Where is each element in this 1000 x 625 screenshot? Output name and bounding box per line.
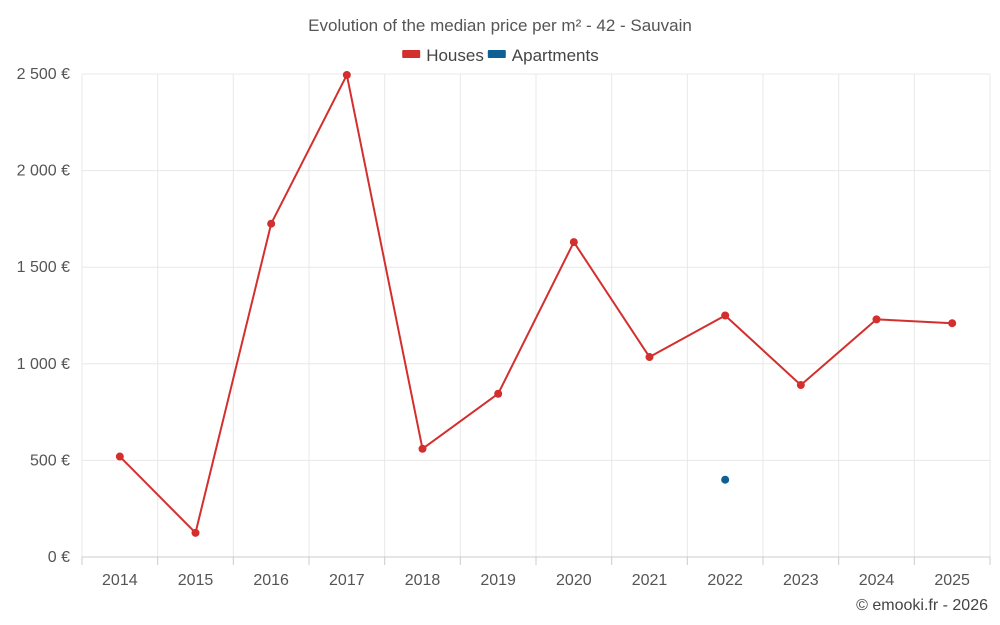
x-tick-label: 2017 — [329, 572, 365, 589]
data-point — [721, 475, 730, 484]
legend-swatch — [402, 50, 421, 58]
x-tick-label: 2023 — [783, 572, 819, 589]
y-tick-label: 1 000 € — [17, 356, 70, 373]
legend-label: Apartments — [512, 46, 599, 65]
data-point — [267, 219, 276, 228]
x-tick-label: 2021 — [632, 572, 668, 589]
y-tick-label: 500 € — [30, 452, 70, 469]
data-point — [721, 311, 730, 320]
data-point — [494, 389, 503, 398]
y-tick-label: 0 € — [48, 549, 70, 566]
x-tick-label: 2015 — [178, 572, 214, 589]
data-point — [418, 444, 427, 453]
y-tick-label: 2 000 € — [17, 163, 70, 180]
legend-item-apartments: Apartments — [487, 46, 599, 65]
y-tick-label: 1 500 € — [17, 259, 70, 276]
chart-legend: Houses Apartments — [402, 46, 599, 65]
x-tick-label: 2024 — [859, 572, 895, 589]
credit-text: © emooki.fr - 2026 — [856, 597, 988, 614]
x-tick-label: 2019 — [480, 572, 516, 589]
x-tick-label: 2022 — [707, 572, 743, 589]
chart-grid — [81, 73, 991, 557]
x-tick-label: 2014 — [102, 572, 138, 589]
data-point — [115, 452, 124, 461]
series-line — [119, 73, 953, 534]
data-point — [948, 319, 957, 328]
x-tick-label: 2016 — [253, 572, 289, 589]
data-point — [569, 238, 578, 247]
series-apartments — [721, 475, 730, 484]
y-tick-label: 2 500 € — [17, 66, 70, 83]
data-point — [796, 381, 805, 390]
legend-item-houses: Houses — [402, 46, 484, 65]
data-point — [191, 528, 200, 537]
x-tick-label: 2018 — [405, 572, 441, 589]
legend-swatch — [487, 50, 506, 58]
legend-label: Houses — [426, 46, 484, 65]
chart-axes: 0 € 500 € 1 000 € 1 500 € 2 000 € 2 500 € 2014… — [17, 66, 991, 589]
series-houses — [115, 70, 957, 537]
x-tick-label: 2020 — [556, 572, 592, 589]
data-point — [645, 353, 654, 362]
chart-series — [115, 70, 957, 537]
data-point — [872, 315, 881, 324]
chart-title: Evolution of the median price per m² - 4… — [308, 16, 692, 35]
x-tick-label: 2025 — [934, 572, 970, 589]
data-point — [342, 70, 351, 79]
